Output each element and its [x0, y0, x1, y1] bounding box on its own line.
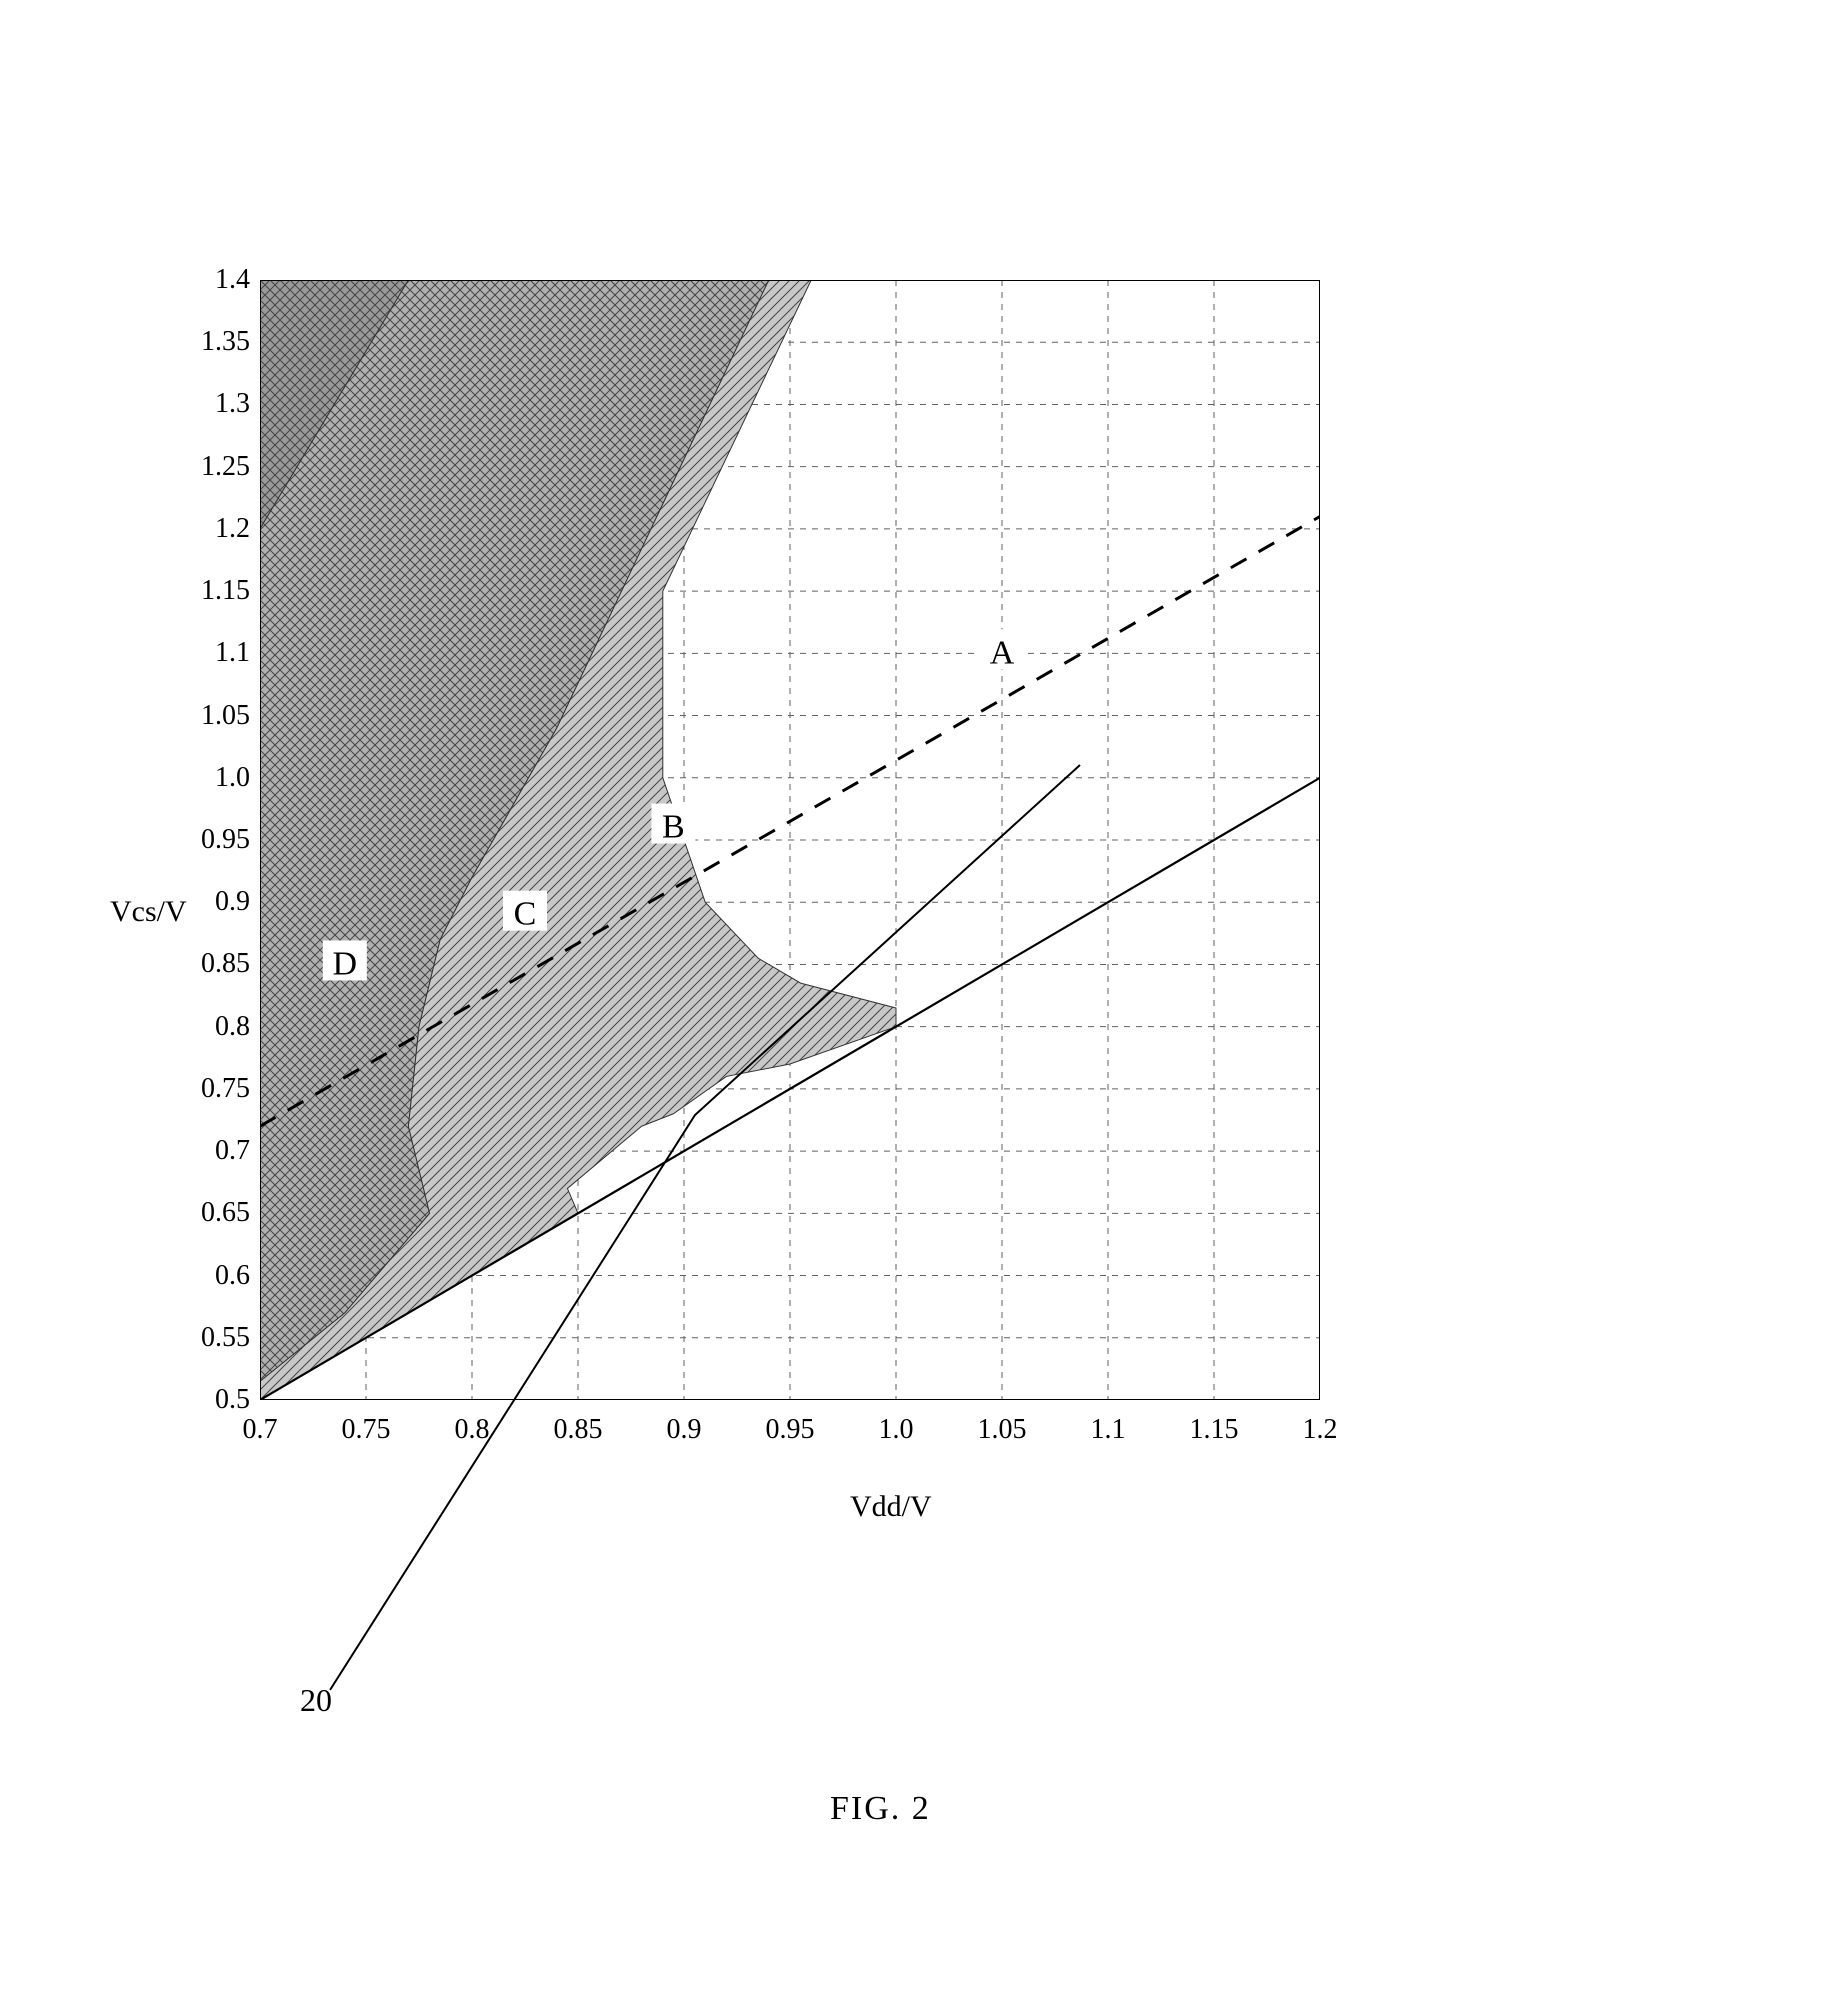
page: Vcs/V Vdd/V FIG. 2 20 A B C D 0.5 0.55 0.6 0.6… — [0, 0, 1824, 1996]
y-tick-label: 0.85 — [180, 948, 250, 980]
y-tick-label: 0.55 — [180, 1322, 250, 1354]
x-tick-label: 1.0 — [866, 1414, 926, 1446]
y-tick-label: 0.95 — [180, 824, 250, 856]
y-tick-label: 1.05 — [180, 700, 250, 732]
y-tick-label: 0.9 — [180, 886, 250, 918]
y-tick-label: 0.65 — [180, 1197, 250, 1229]
figure-caption: FIG. 2 — [830, 1790, 931, 1828]
chart-container: A B C D — [260, 280, 1320, 1405]
y-tick-label: 0.8 — [180, 1011, 250, 1043]
shmoo-plot: A B C D — [260, 280, 1320, 1400]
svg-text:B: B — [662, 809, 685, 846]
svg-text:D: D — [333, 945, 358, 982]
x-tick-label: 0.95 — [760, 1414, 820, 1446]
y-tick-label: 0.7 — [180, 1135, 250, 1167]
x-tick-label: 1.05 — [972, 1414, 1032, 1446]
y-tick-label: 1.25 — [180, 451, 250, 483]
y-tick-label: 1.1 — [180, 637, 250, 669]
svg-text:C: C — [514, 896, 537, 933]
y-tick-label: 0.75 — [180, 1073, 250, 1105]
y-tick-label: 0.6 — [180, 1260, 250, 1292]
x-tick-label: 0.8 — [442, 1414, 502, 1446]
y-tick-label: 1.2 — [180, 513, 250, 545]
x-tick-label: 1.2 — [1290, 1414, 1350, 1446]
y-tick-label: 1.35 — [180, 326, 250, 358]
x-tick-label: 1.1 — [1078, 1414, 1138, 1446]
x-axis-label: Vdd/V — [850, 1490, 932, 1524]
y-tick-label: 1.3 — [180, 388, 250, 420]
y-tick-label: 0.5 — [180, 1384, 250, 1416]
x-tick-label: 0.85 — [548, 1414, 608, 1446]
x-tick-label: 1.15 — [1184, 1414, 1244, 1446]
y-axis-label: Vcs/V — [110, 895, 187, 929]
callout-number: 20 — [300, 1682, 332, 1719]
x-tick-label: 0.9 — [654, 1414, 714, 1446]
y-tick-label: 1.0 — [180, 762, 250, 794]
x-tick-label: 0.7 — [230, 1414, 290, 1446]
x-tick-label: 0.75 — [336, 1414, 396, 1446]
y-tick-label: 1.4 — [180, 264, 250, 296]
y-tick-label: 1.15 — [180, 575, 250, 607]
svg-text:A: A — [990, 634, 1015, 671]
